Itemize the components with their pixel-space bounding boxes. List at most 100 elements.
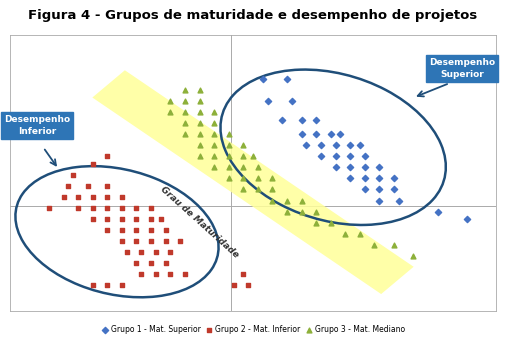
- Grupo 3 - Mat. Mediano: [409, 253, 417, 258]
- Grupo 2 - Mat. Inferior: [64, 183, 72, 189]
- Grupo 2 - Mat. Inferior: [229, 282, 237, 288]
- Grupo 1 - Mat. Superior: [278, 117, 286, 122]
- Grupo 3 - Mat. Mediano: [297, 209, 305, 214]
- Grupo 2 - Mat. Inferior: [88, 205, 96, 211]
- Grupo 1 - Mat. Superior: [316, 143, 324, 148]
- Grupo 1 - Mat. Superior: [331, 154, 339, 159]
- Grupo 3 - Mat. Mediano: [282, 209, 290, 214]
- Grupo 1 - Mat. Superior: [360, 176, 368, 181]
- Grupo 2 - Mat. Inferior: [161, 238, 169, 244]
- Grupo 1 - Mat. Superior: [360, 164, 368, 170]
- Grupo 2 - Mat. Inferior: [84, 183, 92, 189]
- Grupo 1 - Mat. Superior: [394, 198, 402, 203]
- Text: Figura 4 - Grupos de maturidade e desempenho de projetos: Figura 4 - Grupos de maturidade e desemp…: [28, 9, 477, 22]
- Grupo 2 - Mat. Inferior: [103, 205, 111, 211]
- Grupo 2 - Mat. Inferior: [118, 227, 126, 233]
- Grupo 2 - Mat. Inferior: [118, 194, 126, 200]
- Grupo 3 - Mat. Mediano: [210, 143, 218, 148]
- Grupo 3 - Mat. Mediano: [181, 88, 189, 93]
- Grupo 3 - Mat. Mediano: [312, 209, 320, 214]
- Grupo 3 - Mat. Mediano: [210, 121, 218, 126]
- Grupo 3 - Mat. Mediano: [224, 164, 232, 170]
- Grupo 3 - Mat. Mediano: [268, 187, 276, 192]
- Grupo 2 - Mat. Inferior: [132, 205, 140, 211]
- Grupo 1 - Mat. Superior: [345, 164, 353, 170]
- Grupo 2 - Mat. Inferior: [103, 154, 111, 159]
- Grupo 3 - Mat. Mediano: [268, 198, 276, 203]
- Grupo 2 - Mat. Inferior: [132, 238, 140, 244]
- Grupo 1 - Mat. Superior: [331, 143, 339, 148]
- Grupo 1 - Mat. Superior: [389, 187, 397, 192]
- Grupo 1 - Mat. Superior: [375, 198, 383, 203]
- Grupo 2 - Mat. Inferior: [137, 271, 145, 277]
- Grupo 2 - Mat. Inferior: [137, 249, 145, 255]
- Grupo 2 - Mat. Inferior: [45, 205, 53, 211]
- Grupo 3 - Mat. Mediano: [181, 98, 189, 104]
- Grupo 3 - Mat. Mediano: [210, 154, 218, 159]
- Text: Desempenho
Superior: Desempenho Superior: [428, 58, 494, 79]
- Grupo 3 - Mat. Mediano: [195, 143, 203, 148]
- Grupo 3 - Mat. Mediano: [224, 132, 232, 137]
- Grupo 3 - Mat. Mediano: [297, 198, 305, 203]
- Grupo 2 - Mat. Inferior: [166, 249, 174, 255]
- Grupo 3 - Mat. Mediano: [268, 176, 276, 181]
- Grupo 3 - Mat. Mediano: [210, 109, 218, 115]
- Grupo 3 - Mat. Mediano: [312, 220, 320, 225]
- Grupo 1 - Mat. Superior: [345, 176, 353, 181]
- Grupo 1 - Mat. Superior: [375, 176, 383, 181]
- Grupo 1 - Mat. Superior: [326, 132, 334, 137]
- Grupo 1 - Mat. Superior: [375, 187, 383, 192]
- Grupo 3 - Mat. Mediano: [181, 132, 189, 137]
- Polygon shape: [92, 70, 413, 294]
- Grupo 3 - Mat. Mediano: [326, 220, 334, 225]
- Grupo 3 - Mat. Mediano: [195, 98, 203, 104]
- Grupo 2 - Mat. Inferior: [146, 205, 155, 211]
- Grupo 1 - Mat. Superior: [355, 143, 363, 148]
- Grupo 2 - Mat. Inferior: [103, 227, 111, 233]
- Grupo 3 - Mat. Mediano: [195, 154, 203, 159]
- Grupo 2 - Mat. Inferior: [243, 282, 251, 288]
- Grupo 3 - Mat. Mediano: [248, 154, 257, 159]
- Grupo 3 - Mat. Mediano: [254, 187, 262, 192]
- Grupo 1 - Mat. Superior: [312, 132, 320, 137]
- Grupo 2 - Mat. Inferior: [103, 216, 111, 222]
- Grupo 1 - Mat. Superior: [375, 164, 383, 170]
- Grupo 2 - Mat. Inferior: [176, 238, 184, 244]
- Grupo 1 - Mat. Superior: [297, 132, 305, 137]
- Grupo 3 - Mat. Mediano: [224, 143, 232, 148]
- Grupo 2 - Mat. Inferior: [88, 216, 96, 222]
- Grupo 3 - Mat. Mediano: [355, 231, 363, 237]
- Grupo 2 - Mat. Inferior: [88, 194, 96, 200]
- Grupo 3 - Mat. Mediano: [181, 109, 189, 115]
- Grupo 2 - Mat. Inferior: [88, 282, 96, 288]
- Text: Grau de Maturidade: Grau de Maturidade: [159, 185, 240, 260]
- Legend: Grupo 1 - Mat. Superior, Grupo 2 - Mat. Inferior, Grupo 3 - Mat. Mediano: Grupo 1 - Mat. Superior, Grupo 2 - Mat. …: [97, 322, 408, 337]
- Grupo 2 - Mat. Inferior: [118, 282, 126, 288]
- Grupo 3 - Mat. Mediano: [195, 88, 203, 93]
- Grupo 2 - Mat. Inferior: [161, 260, 169, 266]
- Grupo 1 - Mat. Superior: [263, 98, 271, 104]
- Grupo 3 - Mat. Mediano: [210, 132, 218, 137]
- Grupo 3 - Mat. Mediano: [181, 121, 189, 126]
- Grupo 2 - Mat. Inferior: [74, 205, 82, 211]
- Grupo 1 - Mat. Superior: [331, 164, 339, 170]
- Grupo 3 - Mat. Mediano: [254, 176, 262, 181]
- Grupo 1 - Mat. Superior: [345, 143, 353, 148]
- Grupo 3 - Mat. Mediano: [370, 242, 378, 247]
- Grupo 2 - Mat. Inferior: [118, 238, 126, 244]
- Grupo 2 - Mat. Inferior: [146, 227, 155, 233]
- Grupo 3 - Mat. Mediano: [239, 176, 247, 181]
- Grupo 2 - Mat. Inferior: [161, 227, 169, 233]
- Grupo 1 - Mat. Superior: [462, 216, 470, 222]
- Grupo 3 - Mat. Mediano: [239, 187, 247, 192]
- Grupo 2 - Mat. Inferior: [132, 216, 140, 222]
- Grupo 3 - Mat. Mediano: [389, 242, 397, 247]
- Grupo 2 - Mat. Inferior: [118, 216, 126, 222]
- Grupo 1 - Mat. Superior: [360, 154, 368, 159]
- Grupo 2 - Mat. Inferior: [239, 271, 247, 277]
- Grupo 2 - Mat. Inferior: [181, 271, 189, 277]
- Grupo 1 - Mat. Superior: [433, 209, 441, 214]
- Grupo 2 - Mat. Inferior: [60, 194, 68, 200]
- Grupo 2 - Mat. Inferior: [69, 172, 77, 178]
- Grupo 2 - Mat. Inferior: [103, 183, 111, 189]
